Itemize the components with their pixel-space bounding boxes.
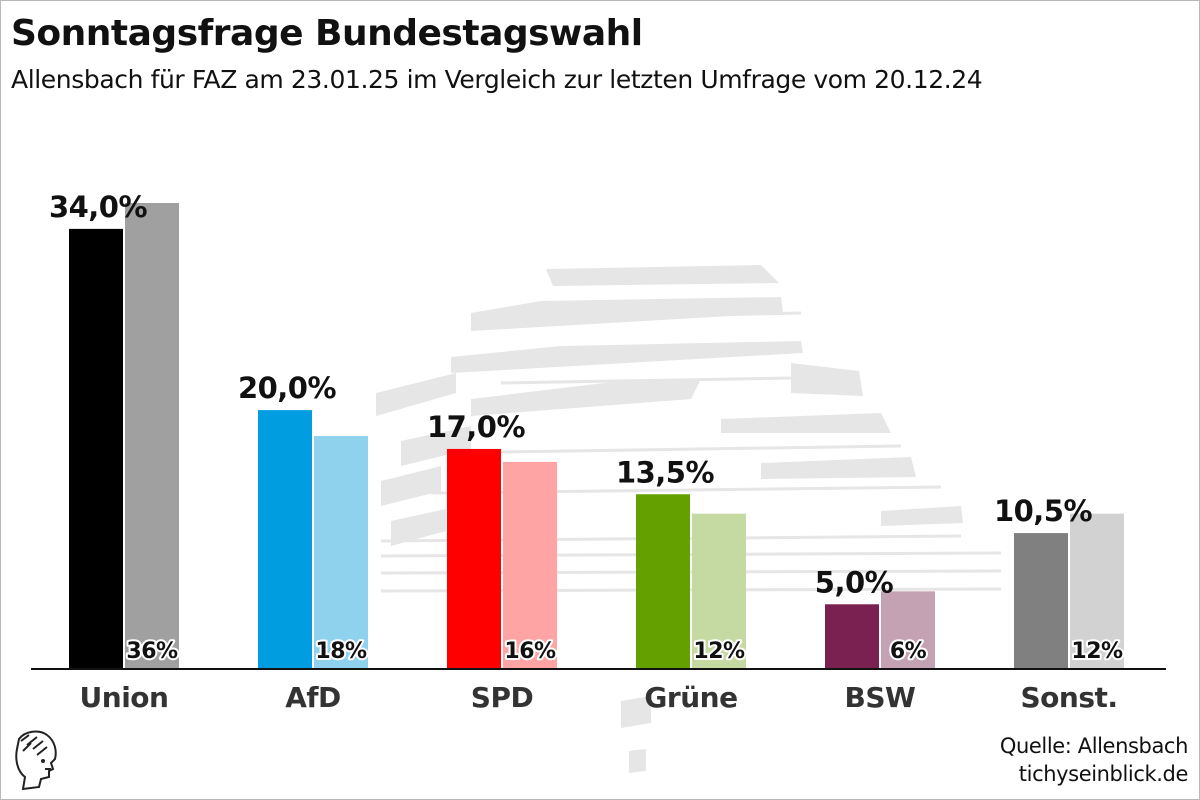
bars [69, 203, 1124, 669]
value-labels: 34,0% 36% 20,0% 18% 17,0% 16% 13,5% 12% 5,0% 6% 10… [49, 190, 1126, 666]
x-label-sonst: Sonst. [1020, 681, 1117, 714]
value-label-current-gruene: 13,5% [616, 455, 715, 489]
bar-current-afd [258, 410, 312, 669]
value-label-previous-bsw: 6% [890, 639, 927, 664]
bar-previous-union [125, 203, 179, 669]
tichys-einblick-logo-icon [15, 730, 57, 791]
bar-previous-gruene [692, 513, 746, 669]
bar-previous-afd [314, 436, 368, 669]
x-label-gruene: Grüne [644, 681, 737, 714]
x-label-union: Union [80, 681, 169, 714]
x-label-bsw: BSW [845, 681, 917, 714]
bar-previous-spd [503, 461, 557, 669]
value-label-current-afd: 20,0% [238, 371, 337, 405]
bar-previous-bsw [881, 591, 935, 669]
value-label-current-spd: 17,0% [427, 410, 526, 444]
x-label-afd: AfD [285, 681, 341, 714]
value-label-current-union: 34,0% [49, 190, 148, 224]
value-label-current-sonst: 10,5% [994, 494, 1093, 528]
value-label-previous-spd: 16% [504, 639, 556, 664]
bar-previous-sonst [1070, 513, 1124, 669]
value-label-previous-gruene: 12% [693, 639, 745, 664]
bar-current-gruene [636, 494, 690, 669]
x-axis-labels: Union AfD SPD Grüne BSW Sonst. [80, 681, 1118, 714]
value-label-previous-afd: 18% [315, 639, 367, 664]
bar-current-union [69, 228, 123, 669]
bar-current-spd [447, 448, 501, 669]
chart-title: Sonntagsfrage Bundestagswahl [11, 13, 643, 54]
bar-current-bsw [825, 604, 879, 669]
value-label-previous-union: 36% [126, 639, 178, 664]
source-text: Quelle: Allensbach [999, 734, 1189, 758]
chart-subtitle: Allensbach für FAZ am 23.01.25 im Vergle… [11, 65, 983, 94]
reichstag-dome-watermark-icon [376, 265, 963, 773]
value-label-previous-sonst: 12% [1071, 639, 1123, 664]
bar-current-sonst [1014, 533, 1068, 669]
site-text: tichyseinblick.de [1018, 762, 1189, 786]
value-label-current-bsw: 5,0% [815, 565, 894, 599]
x-label-spd: SPD [471, 681, 533, 714]
